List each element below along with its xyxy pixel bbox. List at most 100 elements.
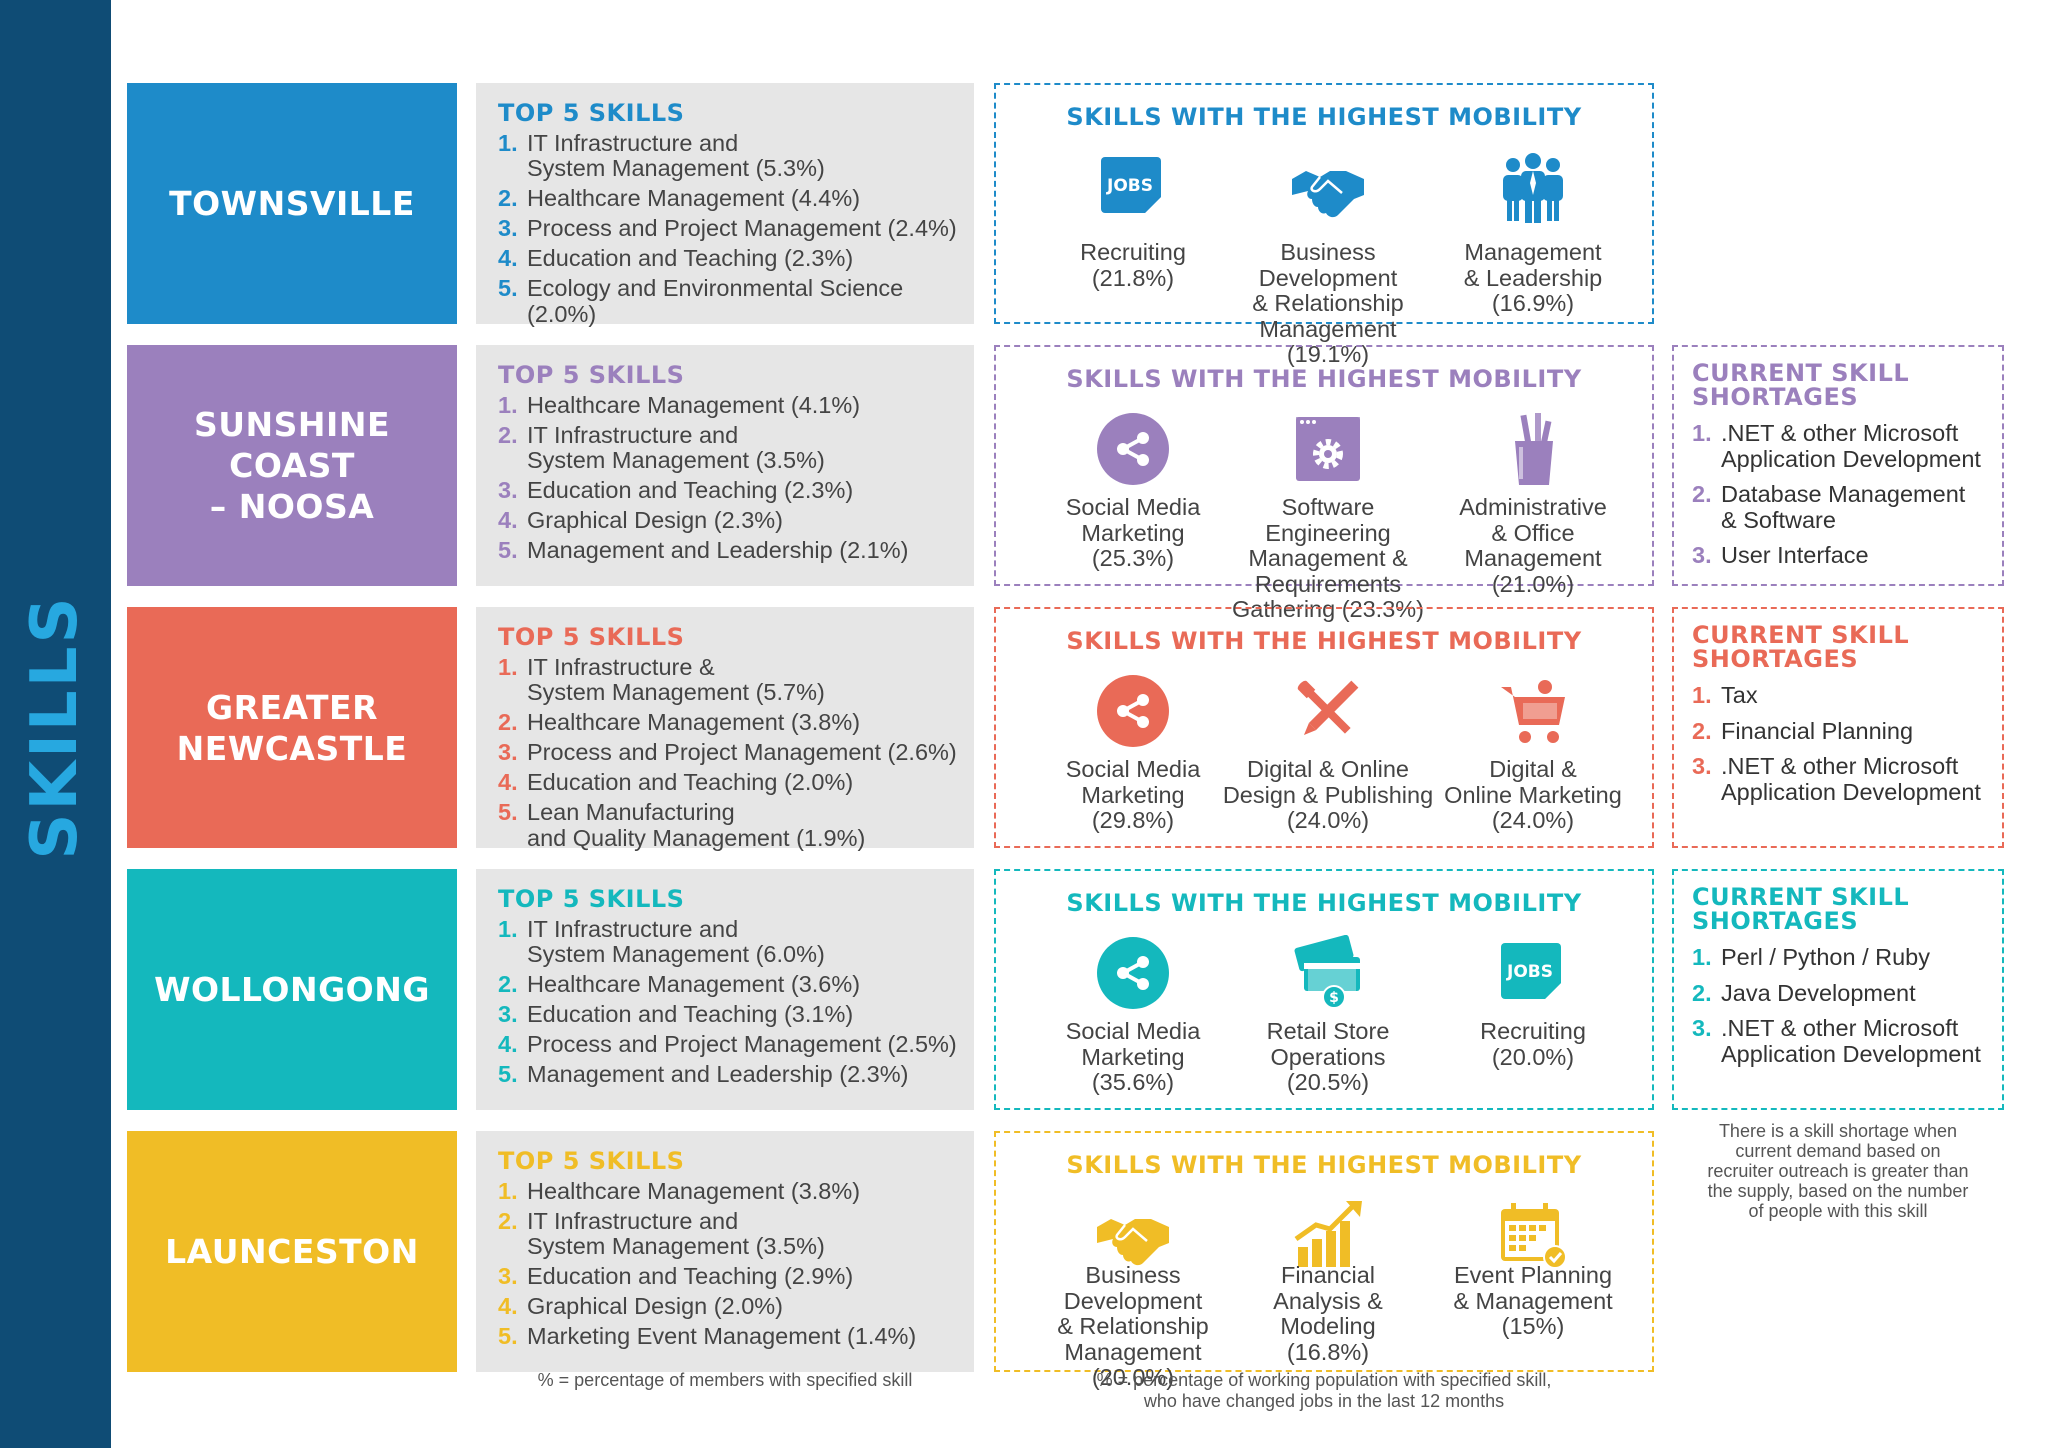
top-skill-item: 4. Education and Teaching (2.0%) (498, 769, 974, 796)
shortage-text: .NET & other Microsoft Application Devel… (1721, 1015, 1981, 1067)
store-card-icon: $ (1290, 934, 1366, 1011)
mobility-skill-label: Software Engineering Management & Requir… (1231, 494, 1425, 622)
mobility-skill-label: Recruiting (21.8%) (1080, 239, 1186, 291)
skill-text: Lean Manufacturing and Quality Managemen… (527, 799, 866, 851)
skill-text: Education and Teaching (2.9%) (527, 1263, 854, 1289)
top-skill-item: 2. Healthcare Management (3.8%) (498, 709, 974, 736)
shortage-rank: 3. (1692, 542, 1712, 568)
top-skills-heading: TOP 5 SKILLS (498, 361, 685, 389)
city-block: SUNSHINE COAST – NOOSA (127, 345, 457, 586)
city-block: GREATER NEWCASTLE (127, 607, 457, 848)
svg-text:JOBS: JOBS (1506, 962, 1553, 982)
skill-rank: 1. (498, 391, 518, 418)
skill-rank: 4. (498, 769, 518, 795)
skill-rank: 1. (498, 129, 518, 156)
mobility-skill-label: Social Media Marketing (35.6%) (1065, 1018, 1201, 1095)
skill-rank: 1. (498, 1177, 518, 1204)
top-skill-item: 1. IT Infrastructure and System Managemen… (498, 129, 974, 182)
jobs-icon: JOBS (1095, 149, 1171, 225)
mobility-heading: SKILLS WITH THE HIGHEST MOBILITY (1066, 103, 1582, 131)
shortage-rank: 3. (1692, 753, 1712, 779)
mobility-skill-label: Management & Leadership (16.9%) (1463, 239, 1603, 316)
shortage-item: 2. Database Management & Software (1692, 481, 2002, 533)
skill-text: IT Infrastructure and System Management … (527, 1207, 825, 1259)
pencil-cup-icon (1495, 411, 1571, 487)
svg-text:$: $ (1329, 990, 1339, 1006)
top-skill-item: 5. Ecology and Environmental Science (2.0… (498, 275, 974, 327)
skill-text: IT Infrastructure & System Management (5… (527, 653, 825, 705)
mobility-skill-label: Event Planning & Management (15%) (1453, 1262, 1613, 1339)
pencil-brush-icon (1290, 673, 1366, 749)
skill-shortages-panel: CURRENT SKILL SHORTAGES 1. .NET & other Mi… (1672, 345, 2004, 586)
skill-text: Management and Leadership (2.1%) (527, 537, 909, 563)
mobility-panel: SKILLS WITH THE HIGHEST MOBILITY Social M… (994, 607, 1654, 848)
skill-rank: 3. (498, 739, 518, 765)
shortage-rank: 2. (1692, 717, 1712, 744)
mobility-skill-label: Retail Store Operations (20.5%) (1266, 1018, 1390, 1095)
mobility-panel: SKILLS WITH THE HIGHEST MOBILITY JOBS Recr… (994, 83, 1654, 367)
top-skill-item: 4. Graphical Design (2.0%) (498, 1293, 974, 1320)
top-skill-item: 5. Management and Leadership (2.1%) (498, 537, 974, 564)
skill-text: Graphical Design (2.3%) (527, 507, 783, 533)
top-skill-item: 2. IT Infrastructure and System Managemen… (498, 422, 974, 474)
shortage-item: 2. Java Development (1692, 979, 2002, 1007)
mobility-heading: SKILLS WITH THE HIGHEST MOBILITY (1066, 627, 1582, 655)
skill-text: Healthcare Management (3.6%) (527, 971, 861, 997)
skill-rank: 2. (498, 971, 518, 997)
skill-rank: 3. (498, 477, 518, 503)
handshake-icon (1095, 1197, 1171, 1273)
mobility-skill-label: Financial Analysis & Modeling (16.8%) (1273, 1262, 1383, 1365)
top-skill-item: 3. Education and Teaching (2.9%) (498, 1263, 974, 1290)
top-skills-heading: TOP 5 SKILLS (498, 885, 685, 913)
top-skill-item: 5. Marketing Event Management (1.4%) (498, 1323, 974, 1350)
shortages-heading: CURRENT SKILL SHORTAGES (1692, 883, 1910, 935)
mobility-heading: SKILLS WITH THE HIGHEST MOBILITY (1066, 1151, 1582, 1179)
mobility-skill-label: Social Media Marketing (25.3%) (1065, 494, 1201, 571)
skill-rank: 3. (498, 1001, 518, 1027)
mobility-skill-label: Social Media Marketing (29.8%) (1065, 756, 1201, 833)
shortage-rank: 2. (1692, 979, 1712, 1006)
mobility-panel: SKILLS WITH THE HIGHEST MOBILITY Business… (994, 1131, 1654, 1390)
skill-rank: 3. (498, 1263, 518, 1289)
skill-text: Healthcare Management (4.4%) (527, 185, 861, 211)
skill-text: Healthcare Management (4.1%) (527, 391, 861, 418)
top-skill-item: 2. Healthcare Management (3.6%) (498, 971, 974, 998)
share-icon (1095, 935, 1171, 1011)
mobility-skill-label: Administrative & Office Management (21.0… (1459, 494, 1607, 597)
top-skill-item: 1. Healthcare Management (4.1%) (498, 391, 974, 419)
svg-text:JOBS: JOBS (1106, 176, 1153, 196)
shortage-text: User Interface (1721, 542, 1869, 568)
skill-text: Healthcare Management (3.8%) (527, 709, 861, 735)
top-skill-item: 2. IT Infrastructure and System Managemen… (498, 1207, 974, 1260)
mobility-heading: SKILLS WITH THE HIGHEST MOBILITY (1066, 365, 1582, 393)
members-note: % = percentage of members with specified… (537, 1370, 913, 1390)
skill-rank: 5. (498, 799, 518, 825)
skill-rank: 1. (498, 915, 518, 942)
top-skill-item: 3. Process and Project Management (2.6%) (498, 739, 974, 766)
shortage-text: .NET & other Microsoft Application Devel… (1721, 420, 1981, 472)
skill-text: Ecology and Environmental Science (2.0%) (527, 275, 904, 327)
top-skill-item: 3. Education and Teaching (2.3%) (498, 477, 974, 504)
shortage-item: 2. Financial Planning (1692, 717, 2002, 745)
skill-rank: 5. (498, 1323, 518, 1349)
skill-shortages-panel: CURRENT SKILL SHORTAGES 1. Tax 2. Financial … (1672, 607, 2004, 848)
top-skill-item: 1. IT Infrastructure & System Management … (498, 653, 974, 706)
mobility-skill-label: Digital & Online Design & Publishing (24… (1222, 756, 1434, 833)
city-block: TOWNSVILLE (127, 83, 457, 324)
top-skills-panel: TOP 5 SKILLS 1. IT Infrastructure and Syst… (476, 869, 974, 1110)
top-skill-item: 3. Process and Project Management (2.4%) (498, 215, 974, 242)
shortage-text: Database Management & Software (1721, 481, 1966, 533)
skill-text: Graphical Design (2.0%) (527, 1293, 783, 1319)
shortage-text: Financial Planning (1721, 717, 1914, 744)
shortage-rank: 2. (1692, 481, 1712, 507)
top-skills-heading: TOP 5 SKILLS (498, 1147, 685, 1175)
skill-shortages-panel: CURRENT SKILL SHORTAGES 1. Perl / Python /… (1672, 869, 2004, 1110)
top-skills-panel: TOP 5 SKILLS 1. IT Infrastructure & System… (476, 607, 974, 851)
shortage-item: 3. .NET & other Microsoft Application Dev… (1692, 1015, 2002, 1067)
share-icon (1095, 673, 1171, 749)
skill-text: Marketing Event Management (1.4%) (527, 1323, 917, 1349)
skill-rank: 5. (498, 537, 518, 563)
top-skill-item: 1. Healthcare Management (3.8%) (498, 1177, 974, 1205)
skill-rank: 5. (498, 1061, 518, 1087)
city-name: TOWNSVILLE (169, 184, 415, 223)
